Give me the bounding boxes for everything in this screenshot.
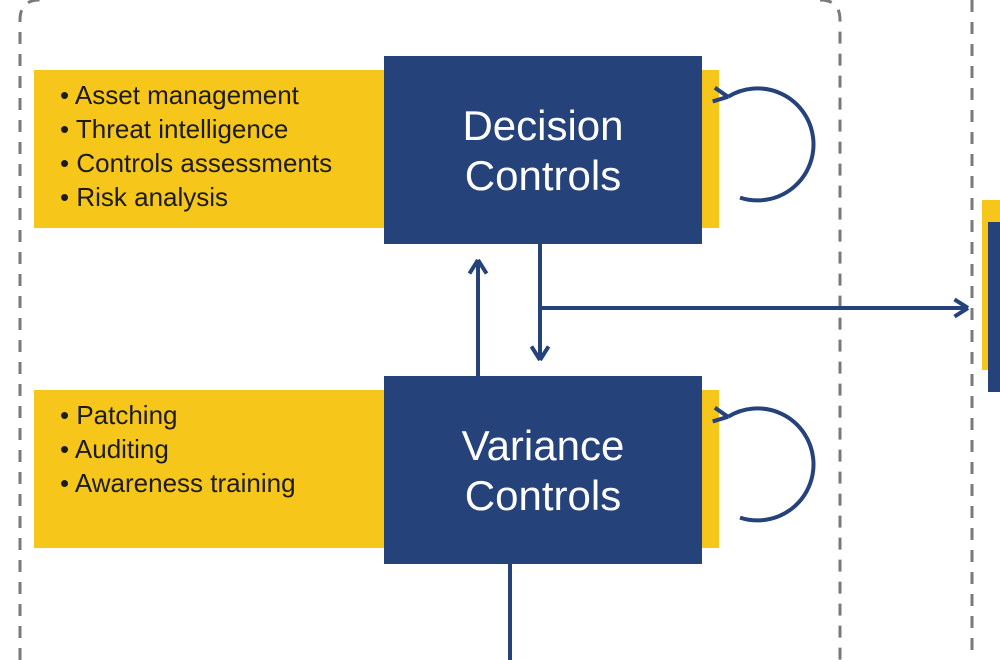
decision-bullet-0: • Asset management — [60, 80, 300, 110]
decision-title-line1: Decision — [462, 102, 623, 149]
variance-title-line1: Variance — [462, 422, 625, 469]
decision-navy-rect — [384, 56, 702, 244]
variance-bullet-2: • Awareness training — [60, 468, 296, 498]
variance-block: VarianceControls • Patching • Auditing • Aw… — [34, 376, 813, 564]
decision-bullet-1: • Threat intelligence — [60, 114, 288, 144]
decision-bullet-3: • Risk analysis — [60, 182, 228, 212]
variance-bullet-1: • Auditing — [60, 434, 169, 464]
decision-bullet-2: • Controls assessments — [60, 148, 332, 178]
variance-title-line2: Controls — [465, 472, 621, 519]
variance-bullet-0: • Patching — [60, 400, 178, 430]
decision-title-line2: Controls — [465, 152, 621, 199]
decision-block: DecisionControls • Asset management • Thre… — [34, 56, 813, 244]
variance-navy-rect — [384, 376, 702, 564]
